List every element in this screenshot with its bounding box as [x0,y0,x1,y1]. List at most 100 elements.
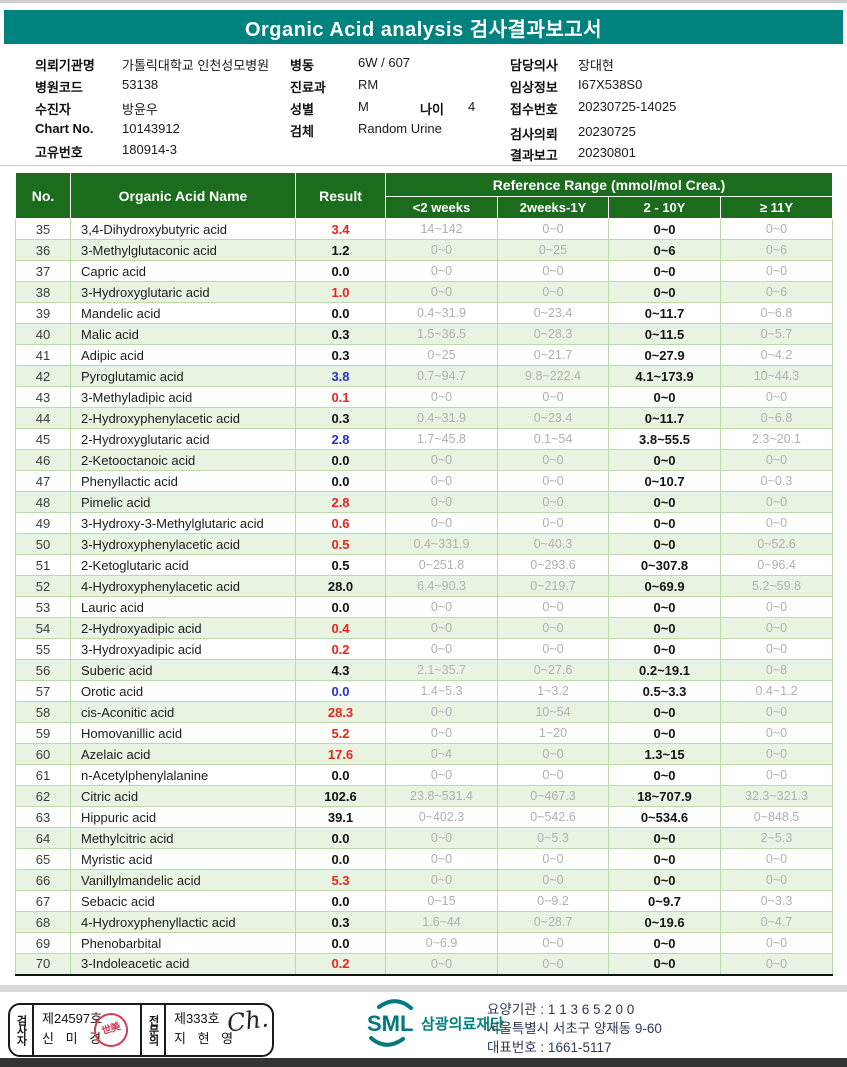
ref-range-0: 0~0 [385,491,498,513]
row-number: 48 [15,491,71,513]
result-value: 0.0 [295,680,386,702]
ref-range-3: 0~0 [720,617,833,639]
ref-range-2: 0~11.7 [608,302,721,324]
ref-range-1: 0~0 [497,260,609,282]
ref-range-0: 0~0 [385,512,498,534]
info-value-col2-2: M [358,99,369,114]
info-label-col3-3: 검사의뢰 [510,127,558,142]
ref-range-3: 0~0 [720,491,833,513]
ref-range-2: 0~19.6 [608,911,721,933]
table-row: 48 Pimelic acid 2.8 0~0 0~0 0~0 0~0 [15,491,833,513]
acid-name: Capric acid [70,260,296,282]
ref-range-3: 0~848.5 [720,806,833,828]
ref-range-3: 32.3~321.3 [720,785,833,807]
info-value-col2-0: 6W / 607 [358,55,411,70]
table-row: 50 3-Hydroxyphenylacetic acid 0.5 0.4~331.9… [15,533,833,555]
ref-range-2: 0~11.7 [608,407,721,429]
table-row: 47 Phenyllactic acid 0.0 0~0 0~0 0~10.7 0~0.3 [15,470,833,492]
acid-name: 2-Hydroxyadipic acid [70,617,296,639]
ref-range-0: 0~0 [385,638,498,660]
result-value: 0.3 [295,344,386,366]
result-value: 0.6 [295,512,386,534]
info-value-col1-1: 53138 [122,77,159,92]
result-value: 5.2 [295,722,386,744]
ref-range-2: 0~0 [608,848,721,870]
ref-range-3: 0~8 [720,659,833,681]
section-divider [0,165,847,166]
table-row: 60 Azelaic acid 17.6 0~4 0~0 1.3~15 0~0 [15,743,833,765]
row-number: 46 [15,449,71,471]
acid-name: Sebacic acid [70,890,296,912]
ref-range-2: 0~0 [608,932,721,954]
acid-name: Phenyllactic acid [70,470,296,492]
ref-range-0: 0.4~31.9 [385,407,498,429]
row-number: 37 [15,260,71,282]
info-label-col2-0: 병동 [290,58,314,73]
ref-range-2: 0~0 [608,617,721,639]
ref-range-0: 0~0 [385,869,498,891]
table-row: 49 3-Hydroxy-3-Methylglutaric acid 0.6 0~0 0… [15,512,833,534]
ref-range-0: 0~402.3 [385,806,498,828]
ref-range-1: 0~293.6 [497,554,609,576]
ref-range-2: 0~0 [608,869,721,891]
result-value: 0.0 [295,764,386,786]
ref-range-2: 0~0 [608,638,721,660]
result-value: 5.3 [295,869,386,891]
ref-range-3: 0~96.4 [720,554,833,576]
result-value: 0.3 [295,407,386,429]
ref-range-1: 0~0 [497,764,609,786]
ref-range-1: 0~0 [497,848,609,870]
table-row: 41 Adipic acid 0.3 0~25 0~21.7 0~27.9 0~4.2 [15,344,833,366]
ref-range-2: 0~534.6 [608,806,721,828]
col-header-result: Result [295,172,386,219]
ref-range-1: 0~542.6 [497,806,609,828]
ref-range-1: 0~0 [497,491,609,513]
row-number: 38 [15,281,71,303]
info-label-col3-1: 임상정보 [510,80,558,95]
ref-range-3: 0~0 [720,701,833,723]
ref-range-2: 0.2~19.1 [608,659,721,681]
result-value: 102.6 [295,785,386,807]
row-number: 40 [15,323,71,345]
ref-range-1: 0~9.2 [497,890,609,912]
col-header-name: Organic Acid Name [70,172,296,219]
result-value: 0.0 [295,449,386,471]
table-row: 66 Vanillylmandelic acid 5.3 0~0 0~0 0~0 0~0 [15,869,833,891]
ref-range-0: 0~0 [385,953,498,975]
ref-range-2: 3.8~55.5 [608,428,721,450]
specialist-license-no: 제333호 [174,1011,220,1026]
info-label-col1-4: 고유번호 [35,145,83,160]
sml-logo-block: SML 삼광의료재단 [365,998,504,1048]
info-label-col3-4: 결과보고 [510,148,558,163]
ref-range-1: 0~0 [497,617,609,639]
row-number: 35 [15,218,71,240]
org-address: 서울특별시 서초구 양재동 9-60 [487,1021,662,1036]
ref-range-0: 1.4~5.3 [385,680,498,702]
table-row: 52 4-Hydroxyphenylacetic acid 28.0 6.4~90.3… [15,575,833,597]
ref-range-1: 0~0 [497,218,609,240]
ref-range-0: 0~0 [385,260,498,282]
ref-range-2: 0~0 [608,533,721,555]
ref-range-0: 23.8~531.4 [385,785,498,807]
row-number: 54 [15,617,71,639]
acid-name: Phenobarbital [70,932,296,954]
page-title: Organic Acid analysis 검사결과보고서 [244,18,603,41]
top-border-line [0,0,847,3]
ref-range-3: 0~0 [720,764,833,786]
acid-name: 3-Hydroxyadipic acid [70,638,296,660]
ref-range-0: 1.6~44 [385,911,498,933]
row-number: 55 [15,638,71,660]
table-row: 43 3-Methyladipic acid 0.1 0~0 0~0 0~0 0~0 [15,386,833,408]
result-value: 39.1 [295,806,386,828]
table-row: 55 3-Hydroxyadipic acid 0.2 0~0 0~0 0~0 0~0 [15,638,833,660]
svg-text:SML: SML [367,1011,413,1036]
ref-range-1: 0~23.4 [497,302,609,324]
ref-range-0: 0~0 [385,281,498,303]
result-value: 3.8 [295,365,386,387]
ref-range-2: 0~307.8 [608,554,721,576]
info-value-col1-3: 10143912 [122,121,180,136]
ref-range-0: 14~142 [385,218,498,240]
table-row: 53 Lauric acid 0.0 0~0 0~0 0~0 0~0 [15,596,833,618]
acid-name: Vanillylmandelic acid [70,869,296,891]
